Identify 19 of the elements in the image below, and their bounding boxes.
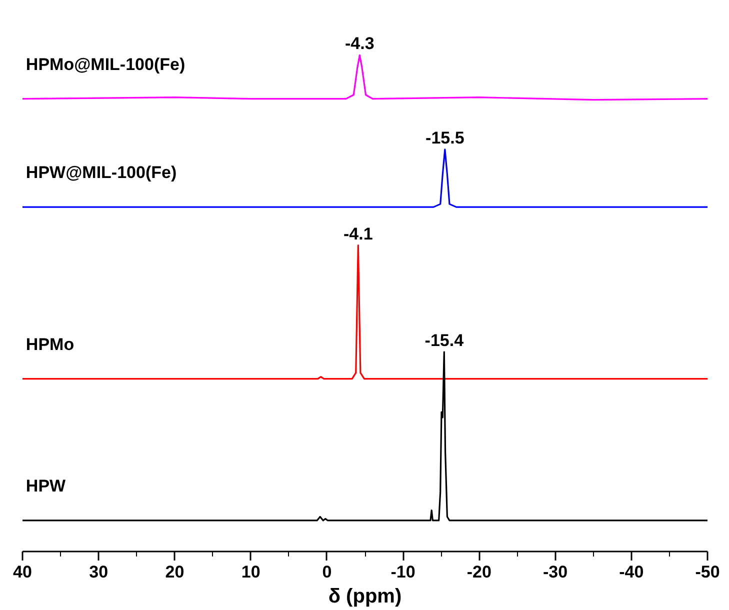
x-axis-title: δ (ppm) [328, 586, 402, 608]
x-tick-label: -10 [390, 562, 416, 582]
series-label: HPMo@MIL-100(Fe) [26, 55, 186, 74]
x-tick-label: 0 [322, 562, 332, 582]
annotation: -4.3 [345, 34, 374, 54]
series-label: HPMo [26, 334, 74, 354]
annotation: -4.1 [344, 224, 373, 244]
annotation: -15.5 [426, 128, 464, 148]
x-tick-label: 30 [89, 562, 108, 582]
series-label: HPW [26, 476, 67, 496]
x-tick-label: 40 [13, 562, 32, 582]
x-tick-label: 10 [241, 562, 260, 582]
x-tick-label: -30 [542, 562, 568, 582]
x-tick-label: -50 [695, 562, 720, 582]
x-tick-label: -20 [466, 562, 492, 582]
x-tick-label: -40 [619, 562, 644, 582]
annotation: -15.4 [424, 330, 464, 350]
x-tick-label: 20 [165, 562, 184, 582]
series-label: HPW@MIL-100(Fe) [26, 163, 177, 182]
